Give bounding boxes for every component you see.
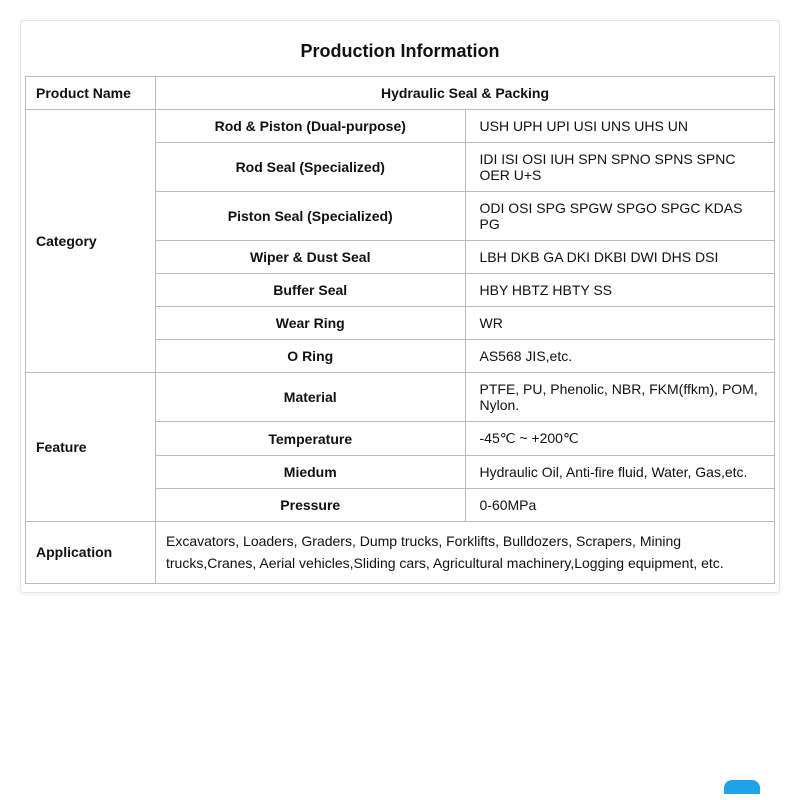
category-sub-name: Rod Seal (Specialized) bbox=[156, 143, 466, 192]
info-table: Product Name Hydraulic Seal & Packing Ca… bbox=[25, 76, 775, 584]
application-label: Application bbox=[26, 522, 156, 584]
category-sub-value: AS568 JIS,etc. bbox=[465, 340, 775, 373]
category-sub-value: IDI ISI OSI IUH SPN SPNO SPNS SPNC OER U… bbox=[465, 143, 775, 192]
category-sub-name: Rod & Piston (Dual-purpose) bbox=[156, 110, 466, 143]
table-row: Category Rod & Piston (Dual-purpose) USH… bbox=[26, 110, 775, 143]
panel-title: Production Information bbox=[25, 33, 775, 76]
feature-sub-name: Material bbox=[156, 373, 466, 422]
feature-sub-value: -45℃ ~ +200℃ bbox=[465, 422, 775, 456]
category-sub-value: WR bbox=[465, 307, 775, 340]
category-label: Category bbox=[26, 110, 156, 373]
feature-label: Feature bbox=[26, 373, 156, 522]
category-sub-name: Wiper & Dust Seal bbox=[156, 241, 466, 274]
category-sub-value: LBH DKB GA DKI DKBI DWI DHS DSI bbox=[465, 241, 775, 274]
category-sub-name: O Ring bbox=[156, 340, 466, 373]
header-row: Product Name Hydraulic Seal & Packing bbox=[26, 77, 775, 110]
application-value: Excavators, Loaders, Graders, Dump truck… bbox=[156, 522, 775, 584]
feature-sub-value: PTFE, PU, Phenolic, NBR, FKM(ffkm), POM,… bbox=[465, 373, 775, 422]
header-product-name: Product Name bbox=[26, 77, 156, 110]
feature-sub-name: Pressure bbox=[156, 489, 466, 522]
header-product-value: Hydraulic Seal & Packing bbox=[156, 77, 775, 110]
feature-sub-value: Hydraulic Oil, Anti-fire fluid, Water, G… bbox=[465, 456, 775, 489]
table-row: Application Excavators, Loaders, Graders… bbox=[26, 522, 775, 584]
category-sub-name: Piston Seal (Specialized) bbox=[156, 192, 466, 241]
category-sub-value: ODI OSI SPG SPGW SPGO SPGC KDAS PG bbox=[465, 192, 775, 241]
feature-sub-name: Temperature bbox=[156, 422, 466, 456]
category-sub-name: Buffer Seal bbox=[156, 274, 466, 307]
category-sub-value: HBY HBTZ HBTY SS bbox=[465, 274, 775, 307]
category-sub-name: Wear Ring bbox=[156, 307, 466, 340]
table-row: Feature Material PTFE, PU, Phenolic, NBR… bbox=[26, 373, 775, 422]
category-sub-value: USH UPH UPI USI UNS UHS UN bbox=[465, 110, 775, 143]
info-panel: Production Information Product Name Hydr… bbox=[20, 20, 780, 593]
feature-sub-name: Miedum bbox=[156, 456, 466, 489]
feature-sub-value: 0-60MPa bbox=[465, 489, 775, 522]
bottom-badge-icon bbox=[724, 780, 760, 794]
